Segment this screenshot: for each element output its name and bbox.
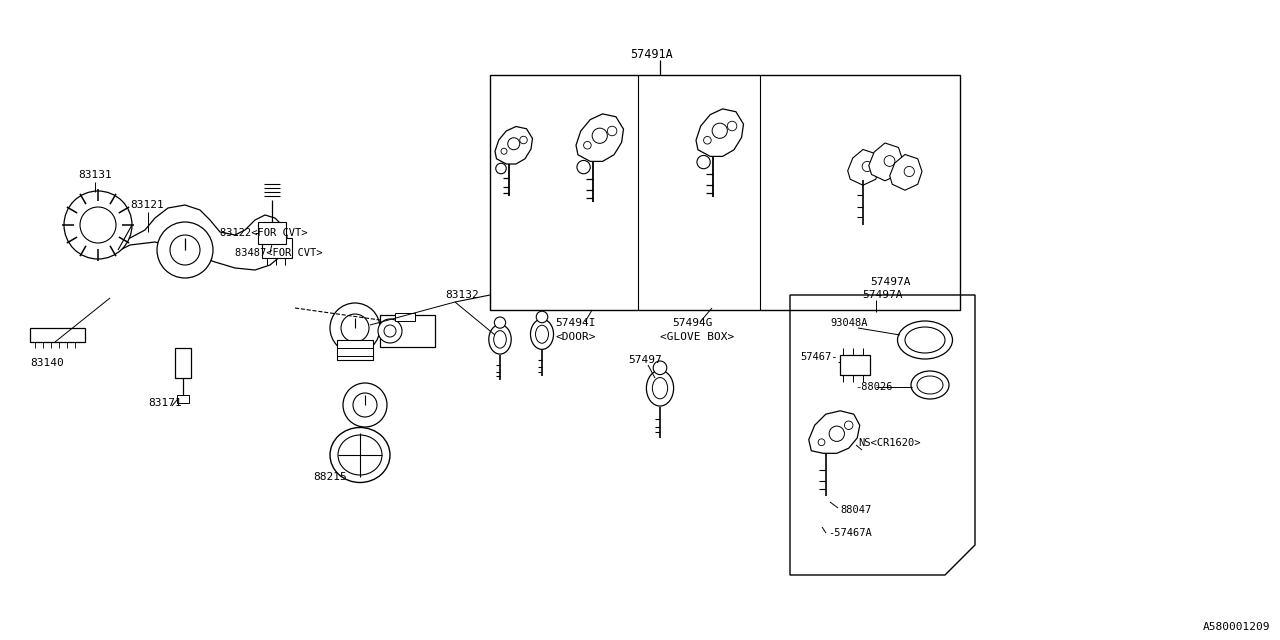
Bar (337, 348, 372, 356)
Circle shape (884, 156, 895, 166)
Polygon shape (576, 114, 623, 161)
Circle shape (712, 123, 727, 138)
Circle shape (508, 138, 520, 150)
Circle shape (495, 163, 507, 173)
Circle shape (170, 235, 200, 265)
Text: 57497A: 57497A (861, 290, 902, 300)
Ellipse shape (653, 378, 668, 399)
Bar (380, 315, 435, 347)
Circle shape (343, 383, 387, 427)
Polygon shape (696, 109, 744, 156)
Text: 83140: 83140 (29, 358, 64, 368)
Text: 83131: 83131 (78, 170, 111, 180)
Ellipse shape (897, 321, 952, 359)
Ellipse shape (330, 428, 390, 483)
Ellipse shape (530, 319, 553, 349)
Circle shape (653, 361, 667, 374)
Ellipse shape (916, 376, 943, 394)
Text: <DOOR>: <DOOR> (556, 332, 595, 342)
Polygon shape (869, 143, 902, 180)
Ellipse shape (911, 371, 948, 399)
Text: A580001209: A580001209 (1202, 622, 1270, 632)
Text: 88215: 88215 (314, 472, 347, 482)
Text: 88047: 88047 (840, 505, 872, 515)
Text: 57497: 57497 (628, 355, 662, 365)
Circle shape (704, 136, 712, 144)
Circle shape (520, 136, 527, 144)
Text: 57467-: 57467- (800, 352, 837, 362)
Text: 83121: 83121 (131, 200, 164, 210)
Circle shape (904, 166, 914, 177)
Ellipse shape (646, 371, 673, 406)
Polygon shape (495, 127, 532, 164)
Circle shape (584, 141, 591, 149)
Text: 83171: 83171 (148, 398, 182, 408)
Circle shape (64, 191, 132, 259)
Polygon shape (108, 205, 288, 270)
Bar (29, 328, 84, 342)
Text: -57467A: -57467A (828, 528, 872, 538)
Circle shape (340, 314, 369, 342)
Polygon shape (890, 154, 922, 190)
Bar (262, 238, 292, 258)
Circle shape (593, 128, 607, 143)
Bar (259, 222, 285, 244)
Bar (840, 355, 870, 375)
Ellipse shape (489, 324, 511, 354)
Text: 57491A: 57491A (630, 48, 673, 61)
Text: <GLOVE BOX>: <GLOVE BOX> (660, 332, 735, 342)
Circle shape (353, 393, 378, 417)
Circle shape (79, 207, 116, 243)
Bar (490, 75, 960, 310)
Polygon shape (847, 150, 881, 185)
Text: 57497A: 57497A (870, 277, 910, 287)
Bar (337, 340, 372, 360)
Ellipse shape (905, 327, 945, 353)
Bar (177, 395, 189, 403)
Bar (175, 348, 191, 378)
Circle shape (696, 156, 710, 169)
Circle shape (829, 426, 845, 442)
Circle shape (157, 222, 212, 278)
Text: NS<CR1620>: NS<CR1620> (858, 438, 920, 448)
Ellipse shape (338, 435, 381, 475)
Text: 83487<FOR CVT>: 83487<FOR CVT> (236, 248, 323, 258)
Text: 57494I: 57494I (556, 318, 595, 328)
Text: 93048A: 93048A (829, 318, 868, 328)
Text: 83122<FOR CVT>: 83122<FOR CVT> (220, 228, 307, 238)
Circle shape (378, 319, 402, 343)
Circle shape (607, 126, 617, 136)
Circle shape (500, 148, 507, 154)
Bar (396, 313, 415, 321)
Circle shape (818, 439, 824, 445)
Circle shape (384, 325, 396, 337)
Text: 57494G: 57494G (672, 318, 713, 328)
Ellipse shape (494, 331, 507, 348)
Text: 83132: 83132 (445, 290, 479, 300)
Circle shape (727, 121, 737, 131)
Circle shape (577, 161, 590, 173)
Circle shape (494, 317, 506, 328)
Ellipse shape (535, 325, 549, 343)
Circle shape (536, 311, 548, 323)
Circle shape (863, 161, 873, 172)
Text: -88026: -88026 (855, 382, 892, 392)
Polygon shape (809, 411, 860, 453)
Circle shape (330, 303, 380, 353)
Circle shape (845, 421, 852, 429)
